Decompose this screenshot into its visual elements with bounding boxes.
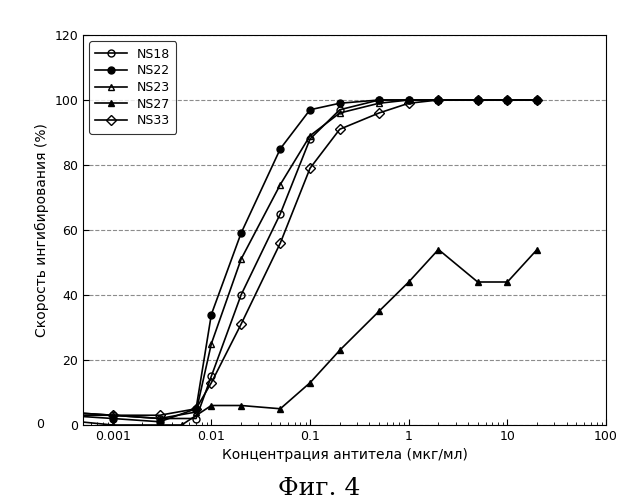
NS18 bbox=[237, 292, 245, 298]
NS23 bbox=[109, 412, 117, 418]
NS18 bbox=[276, 211, 284, 217]
NS23 bbox=[207, 341, 215, 347]
NS23 bbox=[156, 416, 163, 422]
NS33 bbox=[276, 240, 284, 246]
NS22 bbox=[306, 107, 314, 113]
NS33 bbox=[109, 412, 117, 418]
Line: NS23: NS23 bbox=[10, 96, 540, 422]
Line: NS27: NS27 bbox=[10, 246, 540, 428]
NS27 bbox=[237, 402, 245, 408]
NS27 bbox=[10, 412, 18, 418]
NS33 bbox=[237, 321, 245, 327]
Text: Фиг. 4: Фиг. 4 bbox=[278, 477, 360, 500]
NS27 bbox=[207, 402, 215, 408]
NS18 bbox=[109, 412, 117, 418]
NS22 bbox=[434, 97, 442, 103]
NS22 bbox=[405, 97, 413, 103]
NS18 bbox=[192, 416, 200, 422]
NS33 bbox=[503, 97, 511, 103]
NS18 bbox=[207, 373, 215, 379]
NS33 bbox=[207, 380, 215, 386]
NS18 bbox=[156, 416, 163, 422]
NS23 bbox=[10, 412, 18, 418]
NS18 bbox=[474, 97, 482, 103]
Text: 0: 0 bbox=[36, 418, 44, 432]
NS27 bbox=[405, 279, 413, 285]
NS27 bbox=[276, 406, 284, 412]
NS22 bbox=[207, 312, 215, 318]
NS23 bbox=[192, 409, 200, 415]
NS23 bbox=[503, 97, 511, 103]
NS27 bbox=[533, 246, 541, 252]
NS23 bbox=[375, 100, 383, 106]
NS33 bbox=[474, 97, 482, 103]
NS22 bbox=[336, 100, 344, 106]
NS33 bbox=[156, 412, 163, 418]
NS22 bbox=[156, 419, 163, 425]
NS33 bbox=[533, 97, 541, 103]
NS27 bbox=[178, 422, 186, 428]
NS33 bbox=[434, 97, 442, 103]
NS23 bbox=[533, 97, 541, 103]
NS22 bbox=[10, 409, 18, 415]
NS22 bbox=[503, 97, 511, 103]
NS18 bbox=[306, 136, 314, 142]
NS22 bbox=[375, 97, 383, 103]
NS33 bbox=[405, 100, 413, 106]
NS22 bbox=[533, 97, 541, 103]
NS18 bbox=[503, 97, 511, 103]
NS27 bbox=[375, 308, 383, 314]
NS22 bbox=[474, 97, 482, 103]
NS27 bbox=[336, 347, 344, 353]
NS22 bbox=[109, 416, 117, 422]
NS18 bbox=[434, 97, 442, 103]
NS27 bbox=[306, 380, 314, 386]
NS33 bbox=[336, 126, 344, 132]
NS27 bbox=[474, 279, 482, 285]
NS18 bbox=[10, 406, 18, 412]
NS27 bbox=[503, 279, 511, 285]
NS23 bbox=[237, 256, 245, 262]
Line: NS22: NS22 bbox=[10, 96, 540, 425]
NS23 bbox=[474, 97, 482, 103]
Line: NS18: NS18 bbox=[10, 96, 540, 422]
NS33 bbox=[10, 406, 18, 412]
NS18 bbox=[336, 107, 344, 113]
NS33 bbox=[306, 165, 314, 171]
NS33 bbox=[192, 406, 200, 412]
NS22 bbox=[192, 406, 200, 412]
NS18 bbox=[405, 97, 413, 103]
NS22 bbox=[237, 230, 245, 236]
NS27 bbox=[109, 422, 117, 428]
Line: NS33: NS33 bbox=[10, 96, 540, 418]
X-axis label: Концентрация антитела (мкг/мл): Концентрация антитела (мкг/мл) bbox=[221, 448, 468, 462]
Legend: NS18, NS22, NS23, NS27, NS33: NS18, NS22, NS23, NS27, NS33 bbox=[89, 42, 176, 134]
Y-axis label: Скорость ингибирования (%): Скорость ингибирования (%) bbox=[34, 123, 48, 337]
NS23 bbox=[306, 132, 314, 138]
NS18 bbox=[375, 97, 383, 103]
NS23 bbox=[336, 110, 344, 116]
NS33 bbox=[375, 110, 383, 116]
NS23 bbox=[405, 97, 413, 103]
NS23 bbox=[434, 97, 442, 103]
NS23 bbox=[276, 182, 284, 188]
NS27 bbox=[434, 246, 442, 252]
NS18 bbox=[533, 97, 541, 103]
NS22 bbox=[276, 146, 284, 152]
